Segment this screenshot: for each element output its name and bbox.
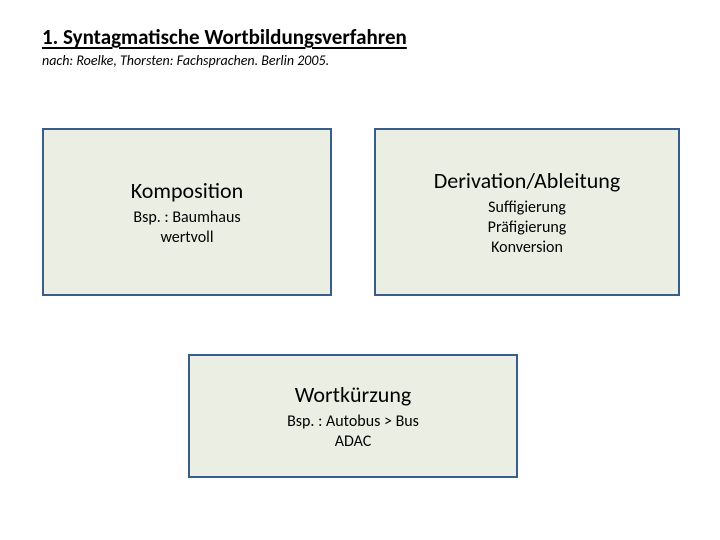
box-derivation-title: Derivation/Ableitung <box>434 167 620 194</box>
box-komposition-line1: Bsp. : Baumhaus <box>133 208 240 228</box>
box-wortkuerzung-line1: Bsp. : Autobus > Bus <box>287 412 419 432</box>
box-komposition: Komposition Bsp. : Baumhaus wertvoll <box>42 128 332 296</box>
box-derivation: Derivation/Ableitung Suffigierung Präfig… <box>374 128 680 296</box>
box-derivation-line3: Konversion <box>491 238 563 258</box>
box-wortkuerzung: Wortkürzung Bsp. : Autobus > Bus ADAC <box>188 354 518 478</box>
box-derivation-line1: Suffigierung <box>488 198 566 218</box>
box-wortkuerzung-title: Wortkürzung <box>295 381 412 408</box>
header: 1. Syntagmatische Wortbildungsverfahren … <box>42 24 678 69</box>
box-komposition-line2: wertvoll <box>160 228 213 248</box>
box-wortkuerzung-line2: ADAC <box>335 432 372 452</box>
box-komposition-title: Komposition <box>131 177 243 204</box>
page-subtitle: nach: Roelke, Thorsten: Fachsprachen. Be… <box>42 52 678 69</box>
page-title: 1. Syntagmatische Wortbildungsverfahren <box>42 24 678 50</box>
box-derivation-line2: Präfigierung <box>488 218 567 238</box>
